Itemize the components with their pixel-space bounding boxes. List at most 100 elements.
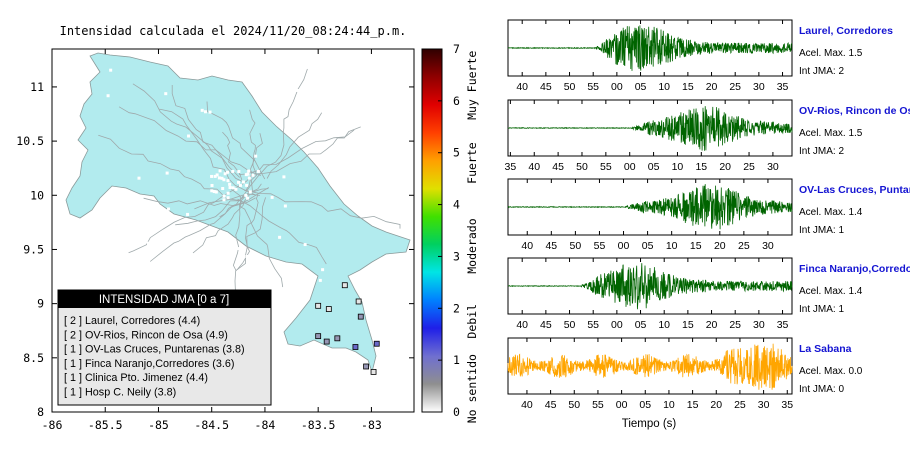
town-marker bbox=[321, 268, 325, 272]
town-marker bbox=[246, 172, 250, 176]
legend-item: [ 1 ] OV-Las Cruces, Puntarenas (3.8) bbox=[64, 344, 245, 356]
town-marker bbox=[109, 68, 113, 72]
costa-rica-land bbox=[65, 52, 411, 374]
time-tick-label: 05 bbox=[648, 161, 660, 173]
town-marker bbox=[245, 254, 249, 258]
time-tick-label: 55 bbox=[587, 81, 599, 93]
seismogram-panel: 40 45 50 55 00 05 10 15 20 25 30 35 La Sabana Acel. M… bbox=[507, 337, 863, 411]
time-tick-label: 15 bbox=[687, 399, 699, 411]
jma-intensity: Int JMA: 1 bbox=[799, 225, 844, 236]
station-marker bbox=[357, 313, 364, 320]
town-marker bbox=[237, 170, 241, 174]
town-marker bbox=[278, 235, 282, 239]
town-marker bbox=[226, 179, 230, 183]
town-marker bbox=[226, 170, 230, 174]
map-legend: INTENSIDAD JMA [0 a 7] [ 2 ] Laurel, Cor… bbox=[57, 289, 272, 406]
seismogram-panels: 40 45 50 55 00 05 10 15 20 25 30 35 Laurel, Corredor… bbox=[505, 19, 910, 411]
station-markers bbox=[315, 282, 380, 375]
town-marker bbox=[212, 190, 216, 194]
colorbar-tick-label: 3 bbox=[453, 249, 460, 263]
time-tick-label: 20 bbox=[710, 399, 722, 411]
road-line bbox=[143, 197, 256, 207]
town-marker bbox=[254, 154, 258, 158]
town-marker bbox=[234, 187, 238, 191]
time-tick-label: 45 bbox=[545, 399, 557, 411]
time-tick-label: 45 bbox=[540, 81, 552, 93]
road-line bbox=[249, 109, 258, 192]
map-y-axis: 8 8.5 9 9.5 10 10.5 11 bbox=[16, 80, 414, 419]
town-markers bbox=[106, 68, 363, 345]
town-marker bbox=[167, 207, 171, 211]
time-tick-label: 25 bbox=[743, 161, 755, 173]
town-marker bbox=[248, 190, 252, 194]
town-marker bbox=[228, 182, 232, 186]
time-tick-label: 15 bbox=[690, 240, 702, 252]
time-tick-label: 45 bbox=[552, 161, 564, 173]
town-marker bbox=[256, 169, 260, 173]
town-marker bbox=[244, 193, 248, 197]
waveform-trace bbox=[508, 263, 793, 310]
time-tick-label: 00 bbox=[624, 161, 636, 173]
colorbar-category-label: No sentido bbox=[465, 354, 479, 423]
town-marker bbox=[222, 194, 226, 198]
y-tick-label: 10.5 bbox=[16, 134, 44, 148]
time-tick-label: 30 bbox=[758, 399, 770, 411]
jma-intensity: Int JMA: 2 bbox=[799, 66, 844, 77]
max-acceleration: Acel. Max. 1.4 bbox=[799, 286, 863, 297]
x-tick-label: -86 bbox=[42, 418, 63, 432]
time-tick-label: 40 bbox=[521, 240, 533, 252]
town-marker bbox=[246, 196, 250, 200]
town-marker bbox=[290, 267, 294, 271]
road-line bbox=[171, 85, 245, 183]
max-acceleration: Acel. Max. 1.5 bbox=[799, 128, 863, 139]
colorbar-category-label: Fuerte bbox=[465, 142, 479, 184]
time-tick-label: 50 bbox=[576, 161, 588, 173]
time-tick-label: 10 bbox=[666, 240, 678, 252]
y-tick-label: 9 bbox=[37, 297, 44, 311]
x-tick-label: -83.5 bbox=[301, 418, 336, 432]
station-name: Finca Naranjo,Corredores bbox=[799, 263, 910, 275]
town-marker bbox=[186, 212, 190, 216]
road-line bbox=[237, 198, 327, 265]
station-marker bbox=[352, 344, 359, 350]
town-marker bbox=[247, 169, 251, 173]
town-marker bbox=[220, 176, 224, 180]
town-marker bbox=[254, 95, 258, 99]
time-tick-label: 50 bbox=[570, 240, 582, 252]
town-marker bbox=[210, 174, 214, 178]
colorbar-tick-label: 4 bbox=[453, 198, 460, 212]
road-line bbox=[159, 108, 256, 196]
colorbar-category-label: Moderado bbox=[465, 218, 479, 273]
station-marker bbox=[370, 369, 377, 375]
x-tick-label: -85 bbox=[148, 418, 169, 432]
station-name: OV-Rios, Rincon de Osa bbox=[799, 105, 910, 117]
colorbar-category-label: Debil bbox=[465, 304, 479, 339]
road-line bbox=[149, 187, 270, 262]
time-tick-label: 05 bbox=[639, 399, 651, 411]
legend-title: INTENSIDAD JMA [0 a 7] bbox=[99, 294, 229, 306]
station-marker bbox=[325, 306, 332, 312]
town-marker bbox=[149, 220, 153, 224]
time-tick-label: 45 bbox=[545, 240, 557, 252]
town-marker bbox=[137, 176, 141, 180]
time-tick-label: 05 bbox=[635, 81, 647, 93]
station-marker bbox=[341, 282, 348, 289]
road-line bbox=[231, 188, 284, 288]
seismogram-panel: 40 45 50 55 00 05 10 15 20 25 30 OV-Las Cruces, Pun… bbox=[507, 178, 910, 252]
time-tick-label: 40 bbox=[528, 161, 540, 173]
colorbar-category: Moderado bbox=[465, 218, 479, 273]
time-tick-label: 30 bbox=[762, 240, 774, 252]
road-line bbox=[118, 106, 262, 176]
town-marker bbox=[303, 243, 307, 247]
road-network bbox=[98, 68, 401, 294]
station-marker bbox=[315, 302, 322, 309]
town-marker bbox=[221, 187, 225, 191]
station-marker bbox=[355, 298, 362, 305]
time-tick-label: 25 bbox=[734, 399, 746, 411]
town-marker bbox=[283, 204, 287, 208]
town-marker bbox=[214, 190, 218, 194]
town-marker bbox=[223, 172, 227, 176]
road-line bbox=[234, 197, 266, 294]
time-tick-label: 30 bbox=[753, 319, 765, 331]
town-marker bbox=[282, 175, 286, 179]
